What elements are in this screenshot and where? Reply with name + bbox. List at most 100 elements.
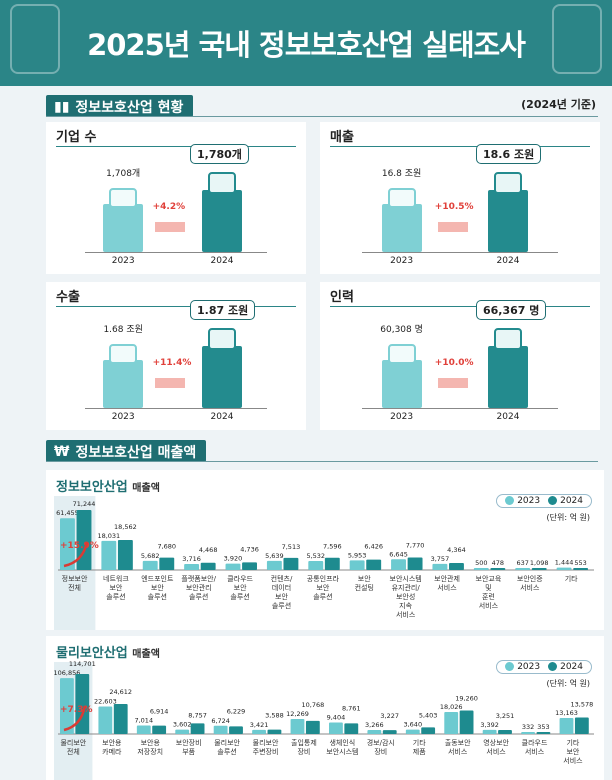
growth-rate: +7.3%: [60, 705, 93, 715]
data-label: 22,603: [94, 697, 117, 705]
data-label: 18,031: [97, 532, 120, 540]
category-label: 장비: [374, 747, 387, 756]
category-label: 카메라: [102, 747, 122, 756]
bar-2023: [136, 725, 151, 734]
category-label: 보안: [275, 592, 288, 601]
overview-card: 인력 60,308 명 66,367 명 +10.0% 2023 2024: [320, 282, 600, 430]
basis-note: (2024년 기준): [521, 98, 596, 111]
bar-2024: [117, 540, 133, 570]
bar-2024: [498, 730, 512, 734]
category-label: 전체: [68, 583, 81, 592]
category-label: 컨설팅: [355, 583, 374, 592]
divider: [46, 116, 598, 117]
growth-arrow-icon: [155, 222, 186, 232]
bar-2023: [184, 563, 200, 570]
airplane-icon: [109, 344, 138, 364]
growth-rate: +4.2%: [152, 202, 186, 212]
data-label: 5,639: [265, 552, 284, 560]
person-icon: [494, 328, 522, 350]
data-label: 6,914: [150, 708, 169, 716]
bar-2024: [76, 510, 92, 570]
bar-2023: [405, 729, 420, 734]
bar-2024: [421, 727, 436, 734]
category-label: 컨텐츠/: [271, 574, 293, 583]
category-label: 보안성: [396, 592, 415, 601]
buildings-icon: [109, 188, 138, 208]
category-label: 서비스: [448, 747, 468, 756]
year-label: 2023: [111, 256, 135, 266]
category-label: 정보보안: [62, 574, 88, 583]
data-label: 3,251: [496, 712, 515, 720]
category-label: 지속: [399, 601, 412, 610]
data-label: 71,244: [73, 500, 96, 508]
category-label: 경보/감시: [367, 738, 395, 747]
bar-2024: [202, 346, 242, 408]
bar-2023: [252, 729, 266, 734]
data-label: 106,856: [53, 669, 80, 677]
category-label: 주변장비: [253, 747, 279, 756]
category-label: 물리보안: [60, 738, 86, 747]
value-2024: 66,367 명: [476, 300, 547, 320]
bar-2024: [200, 562, 216, 570]
growth-rate: +10.0%: [434, 358, 474, 368]
data-label: 3,920: [224, 555, 243, 563]
overview-card: 기업 수 1,708개 1,780개 +4.2% 2023 2024: [46, 122, 306, 274]
category-label: 솔루션: [189, 592, 208, 601]
bar-2024: [202, 190, 242, 252]
growth-rate: +10.5%: [434, 202, 474, 212]
bar-2023: [225, 563, 241, 570]
data-label: 7,513: [282, 543, 301, 551]
category-label: 보안: [316, 583, 329, 592]
data-label: 3,392: [480, 721, 499, 729]
bar-2024: [242, 562, 257, 570]
data-label: 553: [574, 559, 586, 567]
category-label: 보안교육: [476, 574, 502, 583]
data-label: 7,596: [323, 543, 342, 551]
person-icon: [387, 344, 416, 364]
bar-2024: [324, 557, 340, 570]
category-label: 보안: [234, 583, 247, 592]
card-title: 기업 수: [56, 130, 97, 145]
data-label: 7,680: [157, 543, 176, 551]
bar-2024: [190, 723, 205, 734]
data-label: 7,770: [406, 541, 425, 549]
bar-2023: [556, 567, 572, 570]
info-security-chart: 정보보안산업 매출액 2023 2024 (단위: 억 원) 61,455 71,2…: [46, 470, 604, 630]
category-label: 서비스: [525, 747, 545, 756]
category-label: 부품: [182, 748, 195, 756]
overview-card: 매출 16.8 조원 18.6 조원 +10.5% 2023 2024: [320, 122, 600, 274]
data-label: 13,578: [570, 700, 593, 708]
bar-2024: [407, 557, 423, 570]
data-label: 5,953: [348, 551, 367, 559]
category-label: 제품: [413, 748, 426, 756]
bar-2023: [98, 706, 113, 734]
category-label: 보안인증: [517, 574, 543, 583]
bar-2024: [159, 557, 175, 570]
data-label: 4,364: [447, 546, 466, 554]
category-label: 전체: [67, 747, 80, 756]
category-label: 보안용: [102, 738, 122, 747]
bar-2024: [490, 568, 506, 570]
category-label: 및: [485, 584, 491, 592]
growth-arrow-icon: [63, 705, 87, 732]
category-label: 출입통제: [291, 738, 317, 747]
bar-2023: [329, 722, 343, 734]
data-label: 6,426: [364, 543, 383, 551]
category-label: 생체인식: [329, 738, 355, 747]
data-label: 6,645: [389, 550, 408, 558]
bar-2024: [536, 732, 551, 734]
money-icon: [387, 188, 416, 208]
data-label: 12,269: [286, 710, 309, 718]
data-label: 3,716: [182, 555, 201, 563]
category-label: 네트워크: [103, 574, 129, 583]
growth-rate: +11.4%: [152, 358, 192, 368]
category-label: 보안시스템: [326, 747, 358, 756]
growth-arrow-icon: [437, 222, 468, 232]
chart-title: 정보보안산업 매출액: [56, 480, 160, 495]
data-label: 8,757: [188, 711, 207, 719]
bar-2023: [432, 563, 448, 570]
divider: [46, 461, 598, 462]
growth-arrow-icon: [155, 378, 186, 388]
bar-2023: [142, 560, 158, 570]
data-label: 332: [522, 723, 534, 731]
